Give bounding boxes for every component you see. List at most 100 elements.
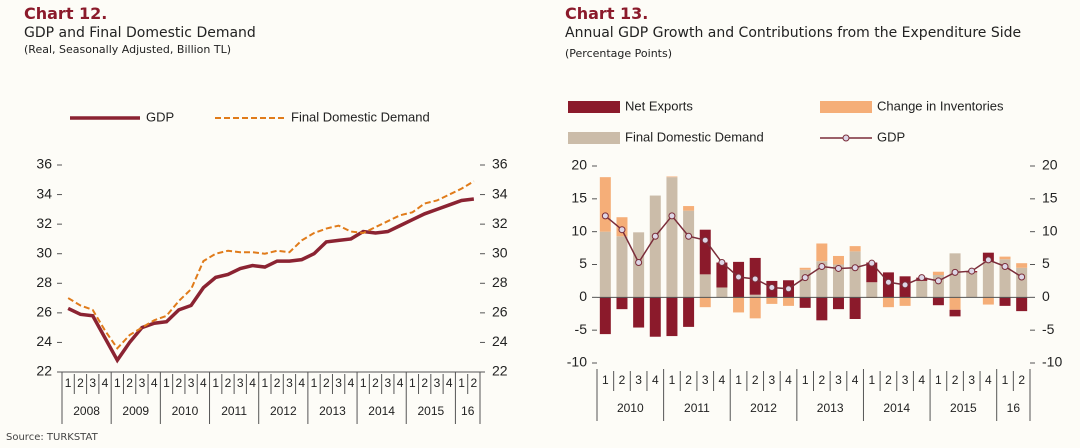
x-tick-label: 4	[249, 376, 256, 390]
x-group-label: 16	[1007, 401, 1021, 415]
x-tick-label: 3	[286, 376, 293, 390]
x-group-label: 2011	[684, 401, 710, 415]
x-tick-label: 3	[89, 376, 96, 390]
bar-segment	[982, 261, 994, 298]
legend-swatch	[568, 101, 620, 113]
y-tick-label: 28	[36, 274, 52, 290]
x-tick-label: 3	[237, 376, 244, 390]
bar-segment	[683, 210, 695, 298]
x-group-label: 16	[461, 404, 475, 418]
y2-tick-label: -5	[1042, 321, 1055, 337]
x-tick-label: 2	[885, 373, 892, 387]
y-tick-label: 30	[36, 244, 52, 260]
x-tick-label: 1	[935, 373, 942, 387]
x-tick-label: 4	[397, 376, 404, 390]
legend-label: Net Exports	[625, 98, 693, 113]
x-group-label: 2012	[750, 401, 777, 415]
legend-swatch	[820, 101, 872, 113]
line-marker	[1001, 262, 1009, 270]
bar-segment	[749, 294, 761, 298]
bar-segment	[666, 176, 678, 178]
y2-tick-label: 5	[1042, 255, 1050, 271]
legend-swatch	[568, 132, 620, 144]
x-tick-label: 4	[298, 376, 305, 390]
x-tick-label: 4	[785, 373, 792, 387]
y-tick-label: 15	[571, 190, 587, 206]
x-tick-label: 1	[262, 376, 269, 390]
x-tick-label: 1	[360, 376, 367, 390]
x-tick-label: 2	[685, 373, 692, 387]
x-tick-label: 4	[348, 376, 355, 390]
chart-title: GDP and Final Domestic Demand	[24, 25, 256, 41]
bar-segment	[699, 229, 711, 275]
x-group-label: 2010	[617, 401, 644, 415]
bar-segment	[733, 297, 745, 313]
bar-segment	[799, 267, 811, 270]
source: Source: TURKSTAT	[6, 432, 98, 443]
x-tick-label: 1	[114, 376, 121, 390]
x-tick-label: 1	[311, 376, 318, 390]
bar-segment	[849, 297, 861, 320]
x-tick-label: 1	[409, 376, 416, 390]
line-marker	[751, 275, 759, 283]
x-group-label: 2013	[319, 404, 346, 418]
bar-segment	[999, 256, 1011, 260]
x-tick-label: 2	[126, 376, 133, 390]
x-tick-label: 2	[952, 373, 959, 387]
x-tick-label: 3	[188, 376, 195, 390]
line-marker	[934, 277, 942, 285]
x-tick-label: 4	[200, 376, 207, 390]
legend-label: Final Domestic Demand	[291, 109, 430, 124]
x-tick-label: 1	[458, 376, 465, 390]
y2-tick-label: 15	[1042, 190, 1058, 206]
x-tick-label: 1	[602, 373, 609, 387]
x-tick-label: 2	[752, 373, 759, 387]
y-tick-label: 0	[579, 288, 587, 304]
line-marker	[785, 285, 793, 293]
bar-segment	[716, 287, 728, 298]
y-tick-label: 5	[579, 255, 587, 271]
x-group-label: 2013	[817, 401, 844, 415]
y-tick-label: 10	[571, 222, 587, 238]
legend-label: GDP	[877, 129, 905, 144]
y-tick-label: -5	[575, 321, 588, 337]
bar-segment	[982, 297, 994, 305]
x-group-label: 2008	[73, 404, 100, 418]
x-tick-label: 1	[212, 376, 219, 390]
bar-segment	[816, 297, 828, 321]
bar-segment	[999, 259, 1011, 298]
x-tick-label: 3	[384, 376, 391, 390]
x-tick-label: 3	[702, 373, 709, 387]
bar-segment	[683, 297, 695, 327]
x-tick-label: 4	[446, 376, 453, 390]
bar-segment	[999, 297, 1011, 306]
line-marker	[851, 264, 859, 272]
bar-segment	[899, 297, 911, 306]
line-marker	[868, 259, 876, 267]
x-group-label: 2011	[221, 404, 247, 418]
bar-segment	[666, 177, 678, 298]
y-tick-label: 32	[36, 215, 52, 231]
x-tick-label: 2	[225, 376, 232, 390]
line-marker	[668, 212, 676, 220]
x-tick-label: 2	[471, 376, 478, 390]
x-tick-label: 2	[1018, 373, 1025, 387]
x-tick-label: 2	[619, 373, 626, 387]
line-marker	[718, 259, 726, 267]
bar-segment	[1016, 297, 1028, 312]
x-tick-label: 3	[335, 376, 342, 390]
line-marker	[884, 278, 892, 286]
x-group-label: 2015	[417, 404, 444, 418]
x-tick-label: 4	[719, 373, 726, 387]
x-tick-label: 2	[372, 376, 379, 390]
bar-segment	[649, 297, 661, 337]
bar-segment	[683, 206, 695, 211]
y-tick-label: 20	[571, 157, 587, 173]
bar-segment	[699, 274, 711, 298]
bar-segment	[882, 297, 894, 308]
chart-title: Annual GDP Growth and Contributions from…	[565, 25, 1022, 41]
legend-label: GDP	[146, 109, 174, 124]
bar-segment	[966, 272, 978, 298]
bar-segment	[666, 297, 678, 337]
